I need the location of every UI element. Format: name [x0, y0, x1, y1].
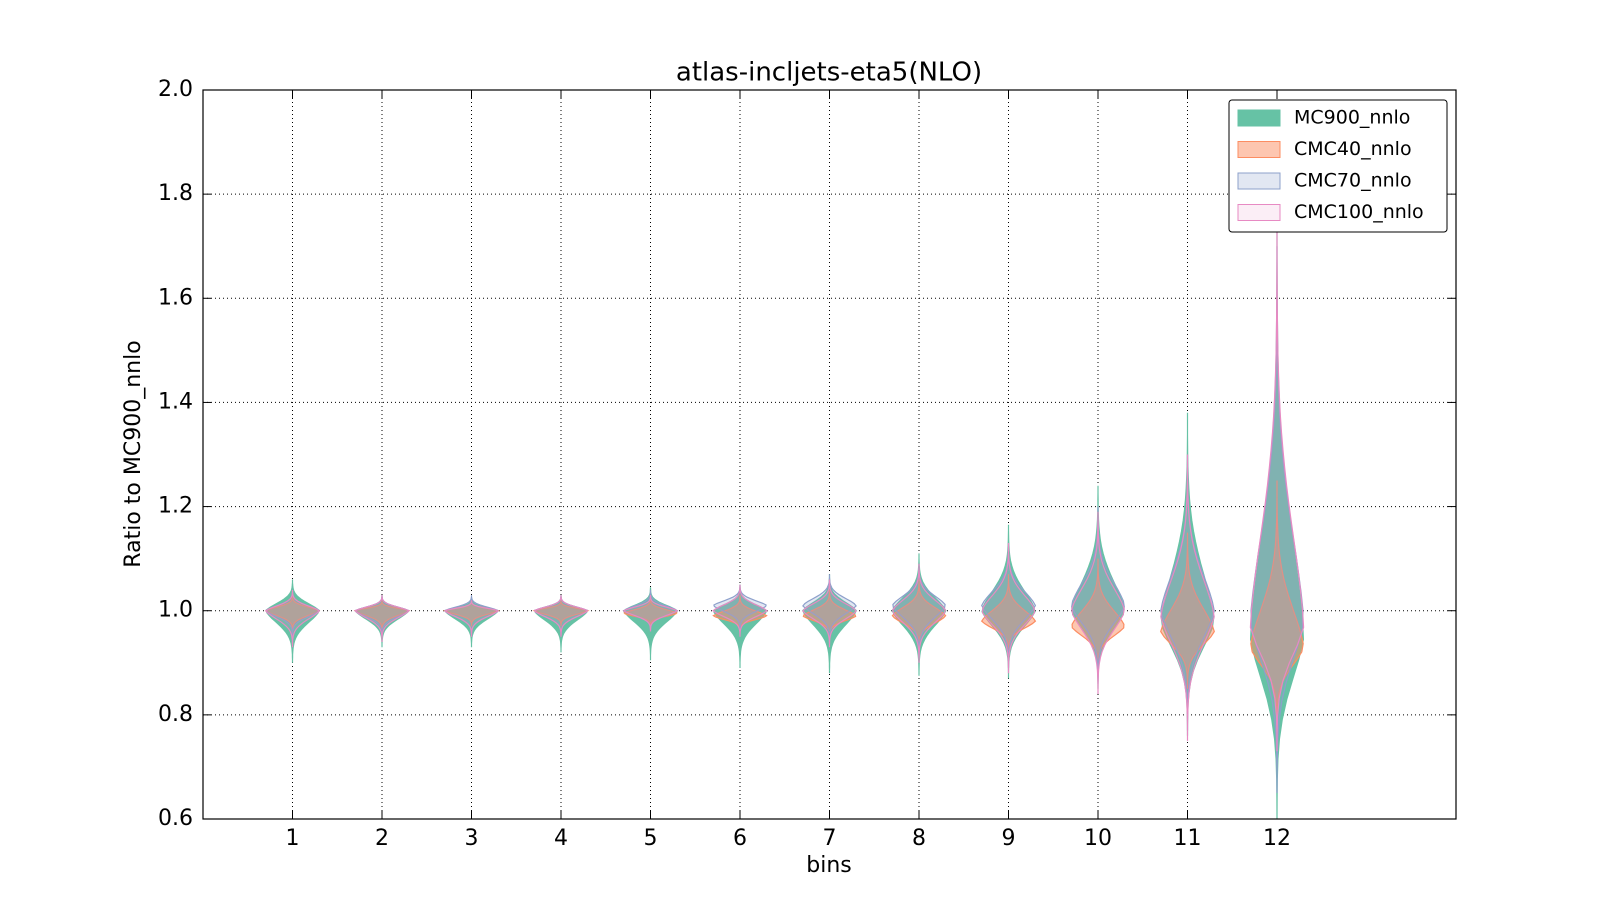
violin-series: [264, 480, 1304, 726]
y-tick-label: 0.8: [158, 702, 193, 727]
violin: [802, 574, 857, 642]
y-tick-label: 1.4: [158, 389, 193, 414]
x-tick-label: 6: [733, 826, 747, 851]
violin: [264, 595, 321, 632]
violin: [353, 595, 411, 642]
violin-series: [265, 246, 1304, 794]
violin: [981, 543, 1036, 674]
violin: [265, 589, 320, 637]
violin: [712, 595, 768, 632]
x-tick-label: 10: [1084, 826, 1112, 851]
violin: [802, 579, 857, 648]
legend-swatch: [1237, 204, 1281, 221]
violin: [264, 589, 321, 648]
violin: [532, 600, 590, 627]
x-tick-label: 8: [912, 826, 926, 851]
x-tick-label: 11: [1174, 826, 1202, 851]
violin: [1160, 532, 1215, 689]
violin-series: [264, 220, 1305, 752]
violin: [713, 584, 767, 632]
violin: [533, 595, 589, 637]
violin: [353, 600, 411, 632]
x-tick-label: 7: [823, 826, 837, 851]
x-tick-label: 5: [644, 826, 658, 851]
violin: [1160, 454, 1215, 731]
x-tick-label: 3: [465, 826, 479, 851]
x-tick-label: 12: [1263, 826, 1291, 851]
x-axis-label: bins: [806, 853, 851, 878]
violin: [1071, 506, 1125, 684]
legend-label: CMC70_nnlo: [1294, 170, 1412, 192]
violin-series: [265, 220, 1305, 820]
chart-title: atlas-incljets-eta5(NLO): [676, 58, 982, 88]
violin: [442, 600, 501, 627]
legend: MC900_nnlo CMC40_nnlo CMC70_nnlo CMC100_nnl…: [1228, 99, 1448, 233]
violin: [1071, 511, 1125, 694]
y-tick-label: 1.6: [158, 285, 193, 310]
violin: [981, 543, 1037, 668]
x-tick-label: 1: [286, 826, 300, 851]
violin: [980, 574, 1037, 653]
violin: [892, 563, 946, 658]
legend-label: CMC40_nnlo: [1294, 138, 1412, 160]
y-axis-label: Ratio to MC900_nnlo: [121, 340, 146, 567]
violin: [354, 595, 410, 637]
x-tick-label: 4: [554, 826, 568, 851]
violin: [802, 589, 857, 637]
y-tick-label: 0.6: [158, 806, 193, 831]
violin: [1250, 480, 1304, 726]
y-tick-label: 1.8: [158, 181, 193, 206]
violin: [712, 584, 768, 637]
y-tick-label: 1.2: [158, 494, 193, 519]
plot-frame: [202, 89, 1457, 820]
legend-box: [1228, 99, 1448, 233]
legend-label: MC900_nnlo: [1294, 107, 1410, 129]
x-tick-label: 9: [1002, 826, 1016, 851]
violin: [622, 595, 679, 632]
violin: [444, 600, 499, 637]
legend-swatch: [1237, 141, 1281, 158]
legend-swatch: [1237, 172, 1281, 190]
violin: [1160, 454, 1215, 741]
legend-label: CMC100_nnlo: [1294, 201, 1424, 223]
violin: [1249, 220, 1305, 752]
violin: [1071, 558, 1125, 668]
y-tick-label: 1.0: [158, 598, 193, 623]
violin: [891, 563, 947, 663]
legend-swatch: [1237, 109, 1281, 127]
x-tick-label: 2: [375, 826, 389, 851]
y-tick-label: 2.0: [158, 77, 193, 102]
